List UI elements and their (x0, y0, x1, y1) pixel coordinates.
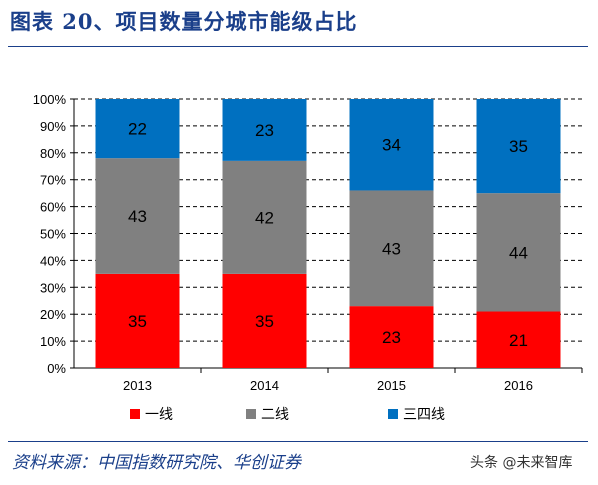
chart-title: 图表 20、项目数量分城市能级占比 (10, 9, 358, 34)
data-label: 21 (509, 331, 528, 350)
legend-swatch (130, 409, 140, 419)
bar-segment (349, 306, 434, 368)
data-label: 44 (509, 243, 528, 262)
bar-segment (95, 273, 180, 368)
bar-segment (95, 99, 180, 159)
title-divider (8, 46, 588, 47)
y-tick-label: 20% (40, 307, 66, 322)
bar-segment (476, 311, 561, 368)
y-tick-label: 80% (40, 146, 66, 161)
y-tick-label: 50% (40, 227, 66, 242)
data-label: 23 (382, 328, 401, 347)
x-tick-label: 2016 (504, 378, 533, 393)
x-tick-label: 2013 (123, 378, 152, 393)
y-tick-label: 60% (40, 200, 66, 215)
data-label: 22 (128, 120, 147, 139)
data-label: 43 (382, 239, 401, 258)
y-tick-label: 90% (40, 119, 66, 134)
footer-divider (8, 441, 588, 442)
legend-label: 三四线 (403, 407, 445, 423)
stacked-bar-chart: 0% 10% 20% 30% 40% 50% 60% 70% 80% 90% 100% 35 43 22 2… (33, 92, 583, 423)
bar-segment (222, 273, 307, 368)
bar-segment (222, 160, 307, 274)
x-tick-label: 2015 (377, 378, 406, 393)
data-label: 34 (382, 136, 401, 155)
y-tick-label: 10% (40, 334, 66, 349)
y-tick-label: 0% (47, 361, 66, 376)
data-label: 43 (128, 207, 147, 226)
watermark: 头条 @未来智库 (470, 455, 573, 471)
y-tick-label: 30% (40, 280, 66, 295)
legend-swatch (388, 409, 398, 419)
data-label: 42 (255, 208, 274, 227)
data-label: 35 (509, 137, 528, 156)
bar-segment (349, 190, 434, 307)
data-label: 35 (255, 312, 274, 331)
legend-swatch (246, 409, 256, 419)
y-tick-label: 40% (40, 253, 66, 268)
y-tick-label: 70% (40, 173, 66, 188)
data-label: 35 (128, 312, 147, 331)
source-note: 资料来源：中国指数研究院、华创证券 (12, 453, 301, 473)
bar-segment (349, 99, 434, 191)
bar-segment (95, 158, 180, 274)
y-tick-label: 100% (33, 92, 67, 107)
bar-segment (222, 99, 307, 161)
legend-label: 一线 (145, 407, 173, 423)
x-tick-label: 2014 (250, 378, 279, 393)
bar-segment (476, 99, 561, 194)
bar-segment (476, 193, 561, 312)
legend-label: 二线 (261, 407, 289, 423)
data-label: 23 (255, 121, 274, 140)
